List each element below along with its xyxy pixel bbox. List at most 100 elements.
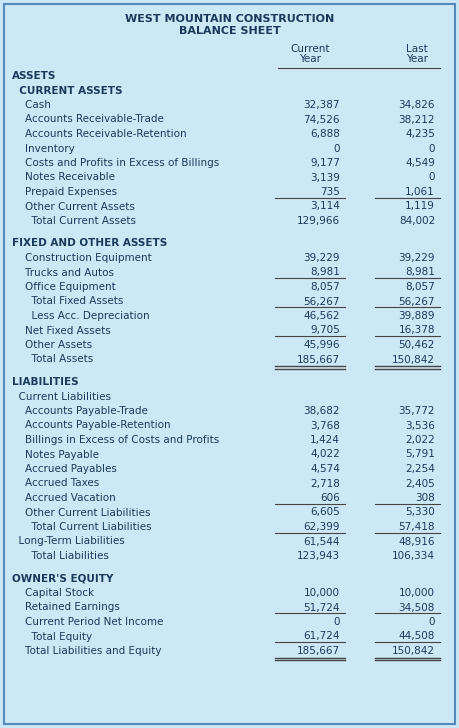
Text: 39,229: 39,229 [303, 253, 340, 263]
Text: Billings in Excess of Costs and Profits: Billings in Excess of Costs and Profits [12, 435, 219, 445]
Text: 57,418: 57,418 [398, 522, 435, 532]
Text: Last: Last [406, 44, 428, 54]
Text: CURRENT ASSETS: CURRENT ASSETS [12, 85, 123, 95]
Text: Accounts Receivable-Trade: Accounts Receivable-Trade [12, 114, 164, 124]
Text: 2,254: 2,254 [405, 464, 435, 474]
Text: Accounts Payable-Trade: Accounts Payable-Trade [12, 406, 148, 416]
Text: 34,826: 34,826 [398, 100, 435, 110]
Text: Long-Term Liabilities: Long-Term Liabilities [12, 537, 125, 547]
Text: 8,057: 8,057 [310, 282, 340, 292]
Text: FIXED AND OTHER ASSETS: FIXED AND OTHER ASSETS [12, 239, 167, 248]
Text: 735: 735 [320, 187, 340, 197]
Text: Costs and Profits in Excess of Billings: Costs and Profits in Excess of Billings [12, 158, 219, 168]
Text: 150,842: 150,842 [392, 355, 435, 365]
Text: Current: Current [290, 44, 330, 54]
Text: 39,889: 39,889 [398, 311, 435, 321]
Text: 3,114: 3,114 [310, 202, 340, 212]
Text: 50,462: 50,462 [398, 340, 435, 350]
Text: 2,405: 2,405 [405, 478, 435, 488]
Text: Construction Equipment: Construction Equipment [12, 253, 152, 263]
Text: 106,334: 106,334 [392, 551, 435, 561]
Text: 185,667: 185,667 [297, 646, 340, 656]
Text: 34,508: 34,508 [398, 603, 435, 612]
Text: Accrued Vacation: Accrued Vacation [12, 493, 116, 503]
Text: Cash: Cash [12, 100, 51, 110]
Text: 48,916: 48,916 [398, 537, 435, 547]
Text: 10,000: 10,000 [304, 588, 340, 598]
Text: Total Current Assets: Total Current Assets [12, 216, 136, 226]
Text: Less Acc. Depreciation: Less Acc. Depreciation [12, 311, 150, 321]
Text: 1,119: 1,119 [405, 202, 435, 212]
Text: 1,424: 1,424 [310, 435, 340, 445]
Text: 46,562: 46,562 [303, 311, 340, 321]
Text: 45,996: 45,996 [303, 340, 340, 350]
Text: Current Period Net Income: Current Period Net Income [12, 617, 163, 627]
Text: 8,057: 8,057 [405, 282, 435, 292]
Text: 39,229: 39,229 [398, 253, 435, 263]
Text: Trucks and Autos: Trucks and Autos [12, 267, 114, 277]
Text: 5,791: 5,791 [405, 449, 435, 459]
Text: 0: 0 [429, 617, 435, 627]
Text: 4,549: 4,549 [405, 158, 435, 168]
Text: 8,981: 8,981 [405, 267, 435, 277]
Text: Prepaid Expenses: Prepaid Expenses [12, 187, 117, 197]
Text: Total Liabilities: Total Liabilities [12, 551, 109, 561]
Text: 44,508: 44,508 [398, 631, 435, 641]
Text: 1,061: 1,061 [405, 187, 435, 197]
Text: 9,705: 9,705 [310, 325, 340, 336]
Text: 10,000: 10,000 [399, 588, 435, 598]
Text: Inventory: Inventory [12, 143, 75, 154]
Text: 2,718: 2,718 [310, 478, 340, 488]
Text: Net Fixed Assets: Net Fixed Assets [12, 325, 111, 336]
Text: 6,605: 6,605 [310, 507, 340, 518]
Text: Total Fixed Assets: Total Fixed Assets [12, 296, 123, 306]
Text: 3,139: 3,139 [310, 173, 340, 183]
Text: 8,981: 8,981 [310, 267, 340, 277]
Text: WEST MOUNTAIN CONSTRUCTION: WEST MOUNTAIN CONSTRUCTION [125, 14, 334, 24]
Text: 185,667: 185,667 [297, 355, 340, 365]
Text: 84,002: 84,002 [399, 216, 435, 226]
Text: 61,544: 61,544 [303, 537, 340, 547]
Text: Other Current Assets: Other Current Assets [12, 202, 135, 212]
Text: 56,267: 56,267 [398, 296, 435, 306]
Text: 4,574: 4,574 [310, 464, 340, 474]
Text: 62,399: 62,399 [303, 522, 340, 532]
Text: Current Liabilities: Current Liabilities [12, 392, 111, 402]
Text: LIABILITIES: LIABILITIES [12, 377, 78, 387]
Text: OWNER'S EQUITY: OWNER'S EQUITY [12, 574, 113, 584]
Text: Accrued Taxes: Accrued Taxes [12, 478, 99, 488]
Text: 56,267: 56,267 [303, 296, 340, 306]
Text: Total Current Liabilities: Total Current Liabilities [12, 522, 151, 532]
Text: 0: 0 [429, 143, 435, 154]
Text: Other Assets: Other Assets [12, 340, 92, 350]
Text: 16,378: 16,378 [398, 325, 435, 336]
Text: 0: 0 [429, 173, 435, 183]
Text: Capital Stock: Capital Stock [12, 588, 94, 598]
Text: 0: 0 [334, 143, 340, 154]
Text: Accounts Receivable-Retention: Accounts Receivable-Retention [12, 129, 187, 139]
Text: Total Assets: Total Assets [12, 355, 93, 365]
Text: Year: Year [406, 54, 428, 64]
Text: 32,387: 32,387 [303, 100, 340, 110]
Text: 0: 0 [334, 617, 340, 627]
Text: 6,888: 6,888 [310, 129, 340, 139]
Text: 61,724: 61,724 [303, 631, 340, 641]
Text: 4,235: 4,235 [405, 129, 435, 139]
Text: 129,966: 129,966 [297, 216, 340, 226]
Text: 38,682: 38,682 [303, 406, 340, 416]
Text: Total Equity: Total Equity [12, 631, 92, 641]
Text: 74,526: 74,526 [303, 114, 340, 124]
Text: Accounts Payable-Retention: Accounts Payable-Retention [12, 421, 171, 430]
Text: 51,724: 51,724 [303, 603, 340, 612]
Text: Total Liabilities and Equity: Total Liabilities and Equity [12, 646, 162, 656]
Text: Other Current Liabilities: Other Current Liabilities [12, 507, 151, 518]
Text: 308: 308 [415, 493, 435, 503]
Text: Notes Payable: Notes Payable [12, 449, 99, 459]
Text: Notes Receivable: Notes Receivable [12, 173, 115, 183]
Text: Accrued Payables: Accrued Payables [12, 464, 117, 474]
Text: 3,768: 3,768 [310, 421, 340, 430]
Text: BALANCE SHEET: BALANCE SHEET [179, 26, 280, 36]
Text: Office Equipment: Office Equipment [12, 282, 116, 292]
Text: 2,022: 2,022 [405, 435, 435, 445]
Text: Year: Year [299, 54, 321, 64]
